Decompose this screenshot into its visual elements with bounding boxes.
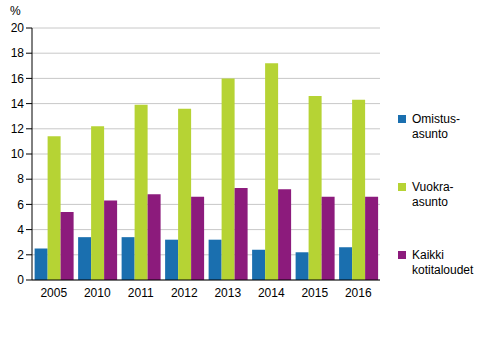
svg-text:2012: 2012 [171,286,198,300]
html-text:Kaikki kotitaloudet: Kaikki kotitaloudet [412,248,474,277]
svg-text:2013: 2013 [214,286,241,300]
svg-text:8: 8 [17,172,24,186]
svg-text:6: 6 [17,198,24,212]
svg-text:2015: 2015 [301,286,328,300]
svg-text:0: 0 [17,273,24,287]
html-text:Omistus-asunto: Omistus-asunto [412,112,460,141]
svg-text:2: 2 [17,248,24,262]
svg-text:20: 20 [11,21,25,35]
html-text:Vuokra-asunto: Vuokra-asunto [412,180,454,209]
svg-text:12: 12 [11,122,25,136]
svg-text:16: 16 [11,72,25,86]
svg-text:2011: 2011 [128,286,154,300]
svg-text:4: 4 [17,223,24,237]
svg-text:2014: 2014 [258,286,285,300]
svg-text:14: 14 [11,97,25,111]
svg-text:2016: 2016 [345,286,372,300]
svg-text:18: 18 [11,46,25,60]
svg-text:2005: 2005 [40,286,67,300]
svg-text:10: 10 [11,147,25,161]
svg-text:2010: 2010 [84,286,111,300]
